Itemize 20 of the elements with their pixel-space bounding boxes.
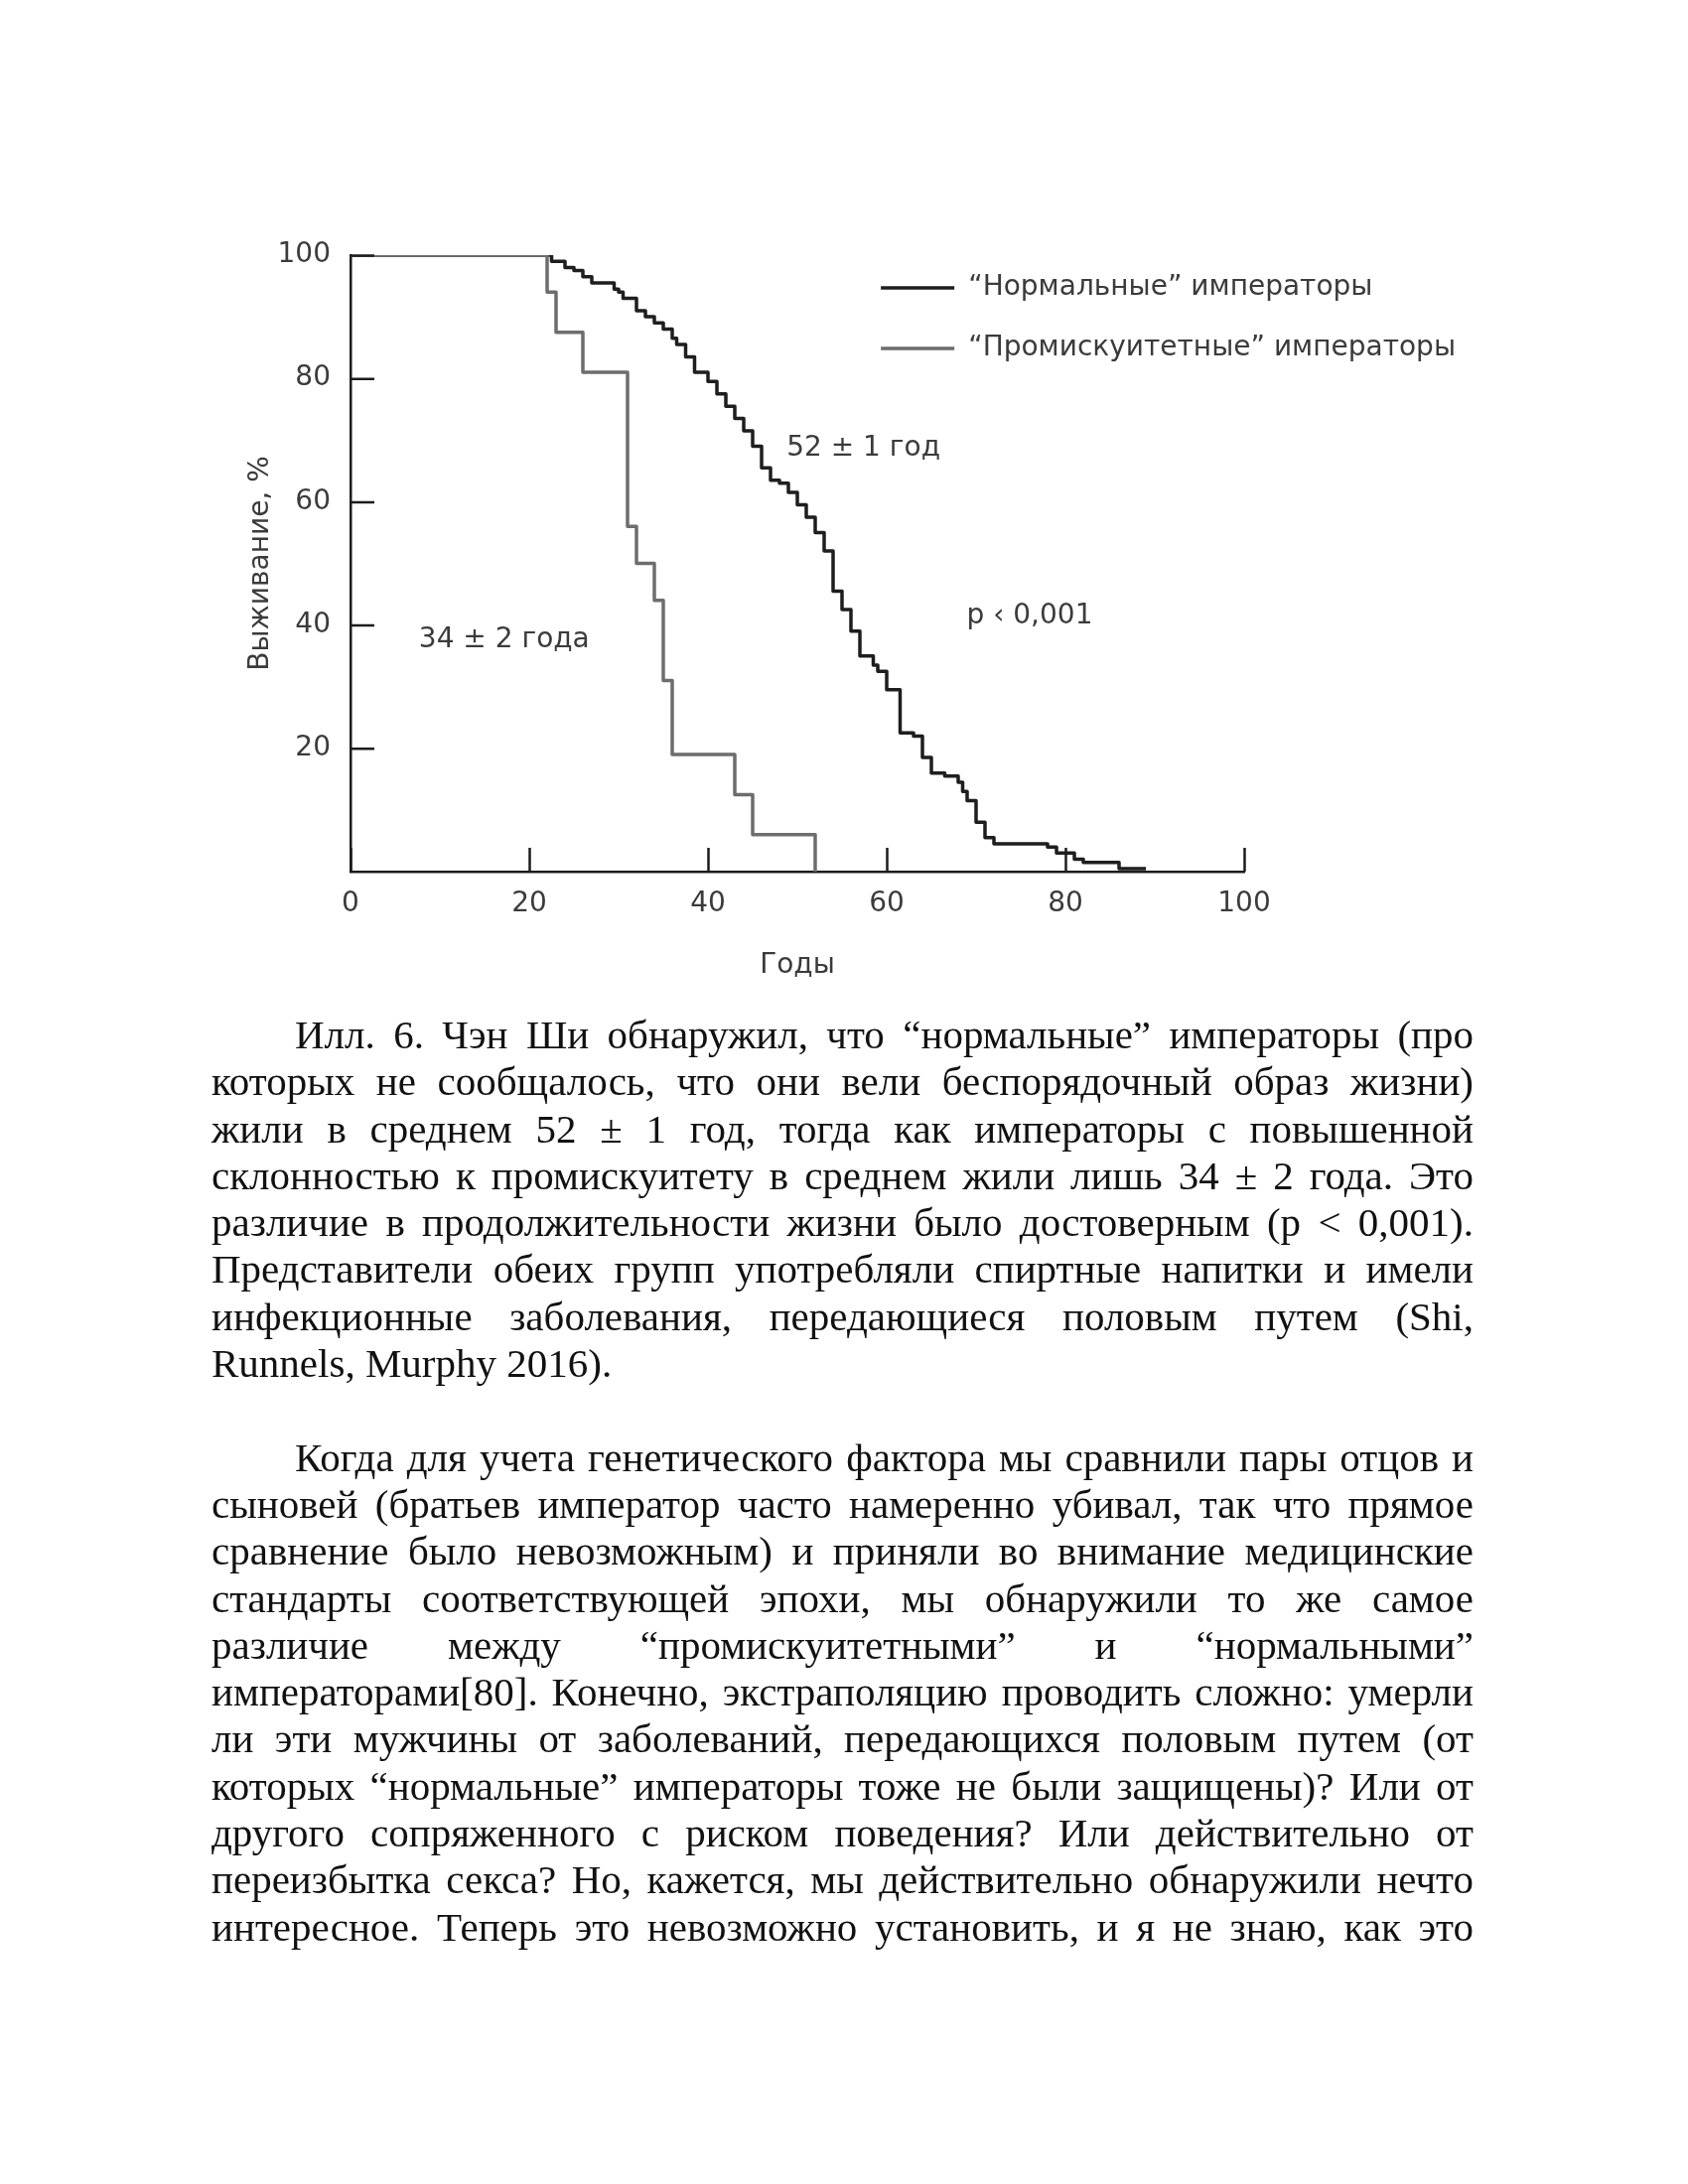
legend-label: “Промискуитетные” императоры [968,330,1457,363]
x-tick-label: 60 [869,886,905,919]
y-axis-title: Выживание, % [242,456,276,671]
text: Илл. 6. Чэн Ши обнаружил, что “нормальные” императоры (про которых не сообщалось, что они вели беспорядочный образ жизни) жили в среднем 52 ± 1 год, тогда как императоры с повышенной склонностью к промискуитету в среднем жили лишь 34 ± 2 года. Это различие в продолжительности жизни было достоверным (p < 0,001). Представители обеих групп употребляли спиртные напитки и имели инфекционные заболевания, передающиеся половым путем (Shi, Runnels, Murphy 2016). [211,1012,1474,1388]
y-tick-label: 40 [295,606,331,639]
y-tick-label: 20 [295,730,331,763]
x-tick-label: 0 [342,886,359,919]
x-tick-label: 40 [690,886,726,919]
text: Когда для учета генетического фактора мы сравнили пары отцов и сыновей (братьев император часто намеренно убивал, так что прямое сравнение было невозможным) и приняли во внимание медицинские стандарты соответствующей эпохи, мы обнаружили то же самое различие между “промискуитетными” и “нормальными” императорами[80]. Конечно, экстраполяцию проводить сложно: умерли ли эти мужчины от заболеваний, передающихся половым путем (от которых “нормальные” императоры тоже не были защищены)? Или от другого сопряженного с риском поведения? Или действительно от переизбытка секса? Но, кажется, мы действительно обнаружили нечто интересное. Теперь это невозможно установить, и я не знаю, как это [211,1433,1474,1950]
x-axis-title: Годы [760,947,835,981]
legend-label: “Нормальные” императоры [968,269,1373,303]
x-tick-label: 80 [1048,886,1083,919]
y-tick-label: 80 [295,359,331,393]
x-tick-label: 20 [511,886,547,919]
y-tick-label: 100 [277,236,331,270]
annotation: 34 ± 2 года [418,621,590,655]
annotation: p ‹ 0,001 [966,597,1093,630]
x-tick-label: 100 [1217,886,1271,919]
annotation: 52 ± 1 год [786,430,941,464]
y-tick-label: 60 [295,482,331,516]
